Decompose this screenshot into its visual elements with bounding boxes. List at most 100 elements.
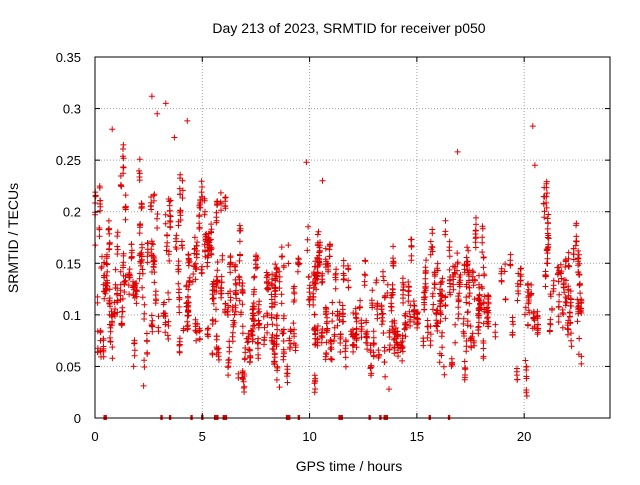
data-point — [237, 251, 243, 258]
data-point — [103, 260, 110, 267]
data-point — [279, 330, 286, 337]
data-point — [108, 308, 115, 315]
data-point — [480, 338, 487, 344]
data-point — [557, 261, 564, 268]
data-point — [213, 336, 220, 343]
data-point — [421, 306, 428, 313]
data-point — [439, 344, 446, 351]
data-point — [353, 318, 360, 325]
data-point — [120, 141, 127, 148]
data-point — [205, 234, 212, 241]
data-point — [329, 299, 336, 306]
data-point — [176, 294, 183, 301]
data-point — [340, 270, 347, 277]
data-point — [119, 308, 126, 315]
data-point — [278, 291, 285, 298]
data-point — [319, 334, 326, 341]
data-point — [353, 326, 360, 333]
data-point — [405, 298, 412, 305]
data-point — [364, 334, 371, 341]
data-point — [184, 313, 191, 319]
data-point — [138, 201, 145, 208]
data-point — [149, 323, 156, 330]
data-point — [376, 351, 383, 358]
data-point — [559, 309, 566, 316]
data-point — [143, 330, 150, 337]
data-point — [165, 296, 172, 303]
data-point — [236, 297, 243, 304]
data-point — [522, 357, 529, 364]
y-axis-label: SRMTID / TECUs — [5, 183, 21, 293]
data-point — [239, 288, 246, 294]
data-point — [555, 319, 562, 325]
data-point — [564, 326, 571, 333]
data-point — [254, 339, 261, 346]
data-point — [556, 291, 563, 298]
data-point — [112, 313, 118, 320]
data-point — [114, 233, 121, 240]
data-point — [421, 299, 428, 306]
data-point — [558, 275, 565, 282]
data-point — [315, 228, 322, 235]
data-point — [399, 345, 406, 352]
data-point — [361, 282, 368, 289]
data-point — [106, 301, 113, 307]
data-point — [484, 315, 490, 322]
data-point — [575, 247, 582, 254]
data-point — [214, 267, 221, 274]
data-point — [314, 273, 321, 280]
data-point — [311, 389, 318, 396]
data-point — [254, 264, 261, 271]
data-point — [544, 234, 551, 241]
data-point — [141, 364, 148, 370]
data-point — [202, 248, 208, 255]
data-point — [455, 304, 462, 311]
data-point — [462, 366, 469, 373]
data-point — [316, 260, 323, 266]
data-point — [312, 272, 318, 279]
data-point — [502, 261, 509, 268]
data-point — [265, 271, 271, 278]
data-point — [395, 353, 401, 360]
data-point — [96, 233, 103, 240]
data-point — [173, 232, 180, 239]
data-point — [390, 243, 397, 250]
data-point — [452, 270, 458, 277]
data-point — [570, 245, 577, 252]
data-point — [140, 382, 147, 389]
data-point — [250, 291, 257, 298]
data-point — [523, 393, 530, 399]
data-point — [315, 241, 321, 248]
data-point — [352, 305, 359, 312]
data-point — [231, 311, 238, 318]
data-point — [480, 345, 487, 352]
data-point — [567, 288, 574, 295]
data-point — [274, 365, 281, 371]
data-point — [565, 255, 572, 262]
data-point — [201, 241, 208, 248]
data-point — [391, 344, 398, 351]
data-point — [327, 243, 333, 250]
data-point — [437, 291, 444, 298]
data-point — [523, 367, 530, 373]
data-point — [545, 243, 552, 250]
data-point — [550, 282, 557, 289]
data-point — [336, 299, 343, 306]
data-point — [350, 348, 357, 355]
data-point — [118, 322, 125, 329]
data-point — [191, 234, 198, 241]
data-point — [217, 199, 224, 206]
data-point — [400, 291, 407, 298]
data-point — [403, 321, 410, 328]
data-point — [440, 363, 447, 370]
data-point — [128, 241, 135, 248]
data-point — [192, 276, 199, 283]
data-point — [467, 335, 474, 342]
data-point — [502, 296, 509, 302]
data-point — [133, 300, 140, 307]
data-point — [173, 238, 180, 245]
data-point — [130, 284, 136, 291]
data-point — [427, 323, 434, 330]
data-point — [415, 309, 421, 316]
data-point — [514, 376, 521, 383]
